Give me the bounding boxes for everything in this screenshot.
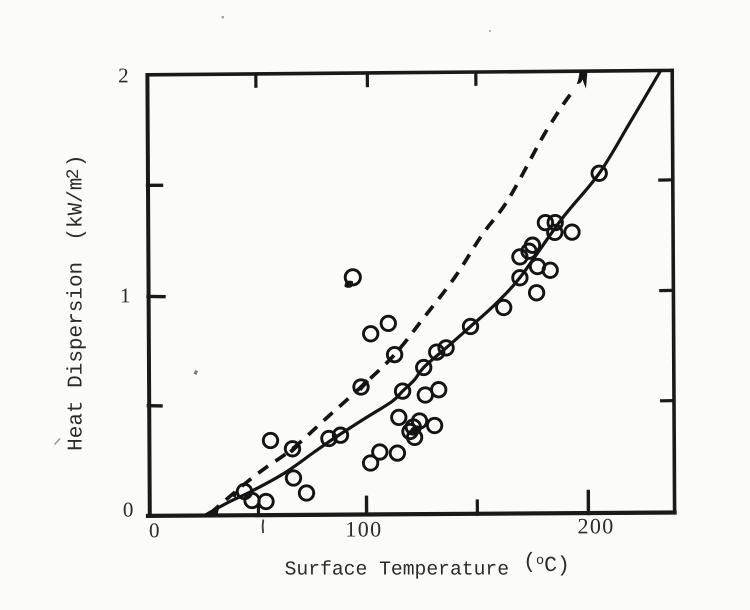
svg-text:1: 1 — [120, 283, 131, 307]
svg-text:0: 0 — [123, 498, 134, 522]
svg-text:0: 0 — [149, 518, 160, 542]
svg-text:2: 2 — [118, 63, 129, 87]
svg-text:Heat Dispersion (kW/m2): Heat Dispersion (kW/m2) — [64, 154, 89, 450]
svg-text:100: 100 — [345, 516, 382, 541]
svg-text:200: 200 — [578, 513, 615, 538]
